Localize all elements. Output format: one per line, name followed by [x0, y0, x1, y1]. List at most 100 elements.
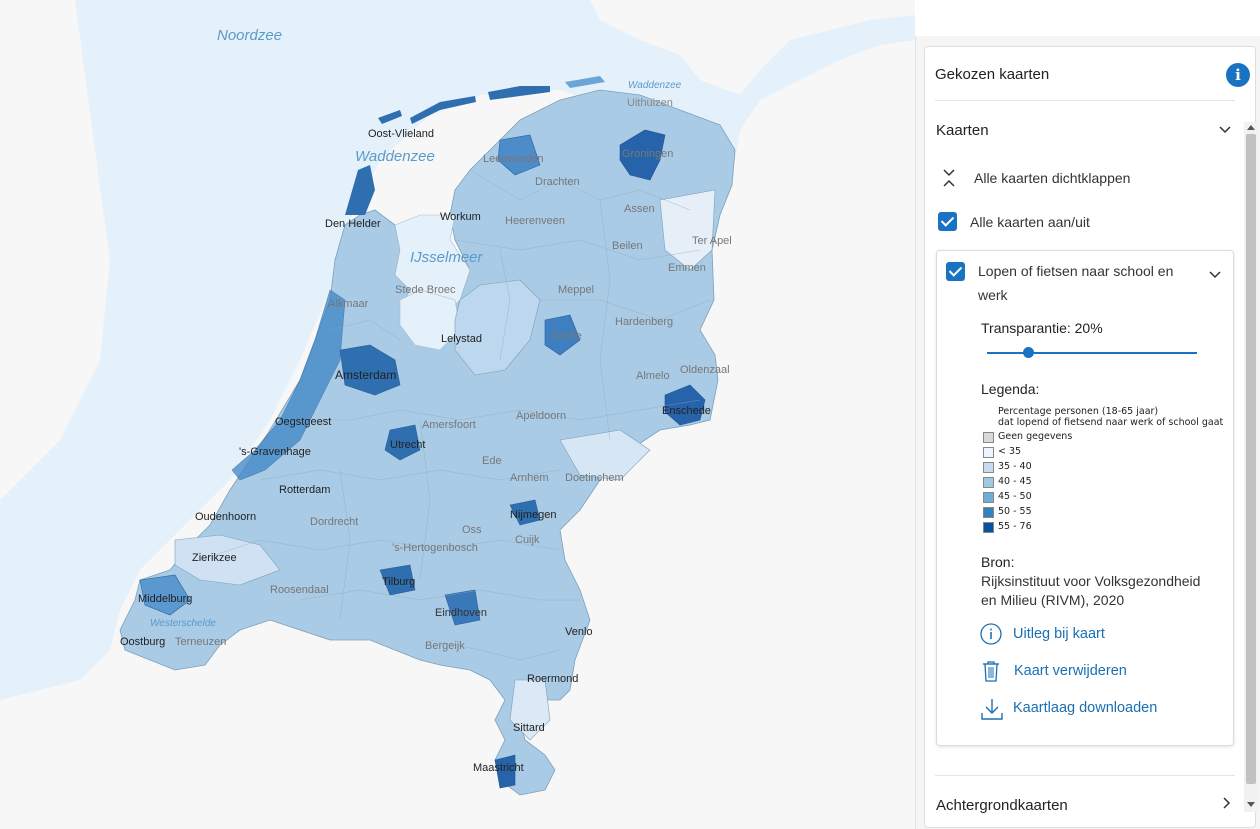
legend-item-label: 35 - 40 — [998, 461, 1032, 472]
legend-label: Legenda: — [981, 381, 1040, 397]
region-zwolle — [544, 314, 581, 356]
section-maps-title[interactable]: Kaarten — [936, 122, 989, 139]
label-enschede: Enschede — [662, 405, 711, 417]
label-beilen: Beilen — [612, 240, 643, 252]
region-amsterdam — [339, 344, 401, 396]
legend-title: Percentage personen (18-65 jaar) dat lop… — [998, 406, 1223, 428]
label-meppel: Meppel — [558, 284, 595, 296]
divider-bottom — [935, 775, 1235, 776]
transparency-label: Transparantie: 20% — [981, 320, 1103, 336]
label-ijsselmeer: IJsselmeer — [410, 249, 483, 266]
label-workum: Workum — [440, 211, 481, 223]
info-icon[interactable]: i — [1226, 63, 1250, 87]
label-nijmegen: Nijmegen — [510, 509, 557, 521]
label-bergeijk: Bergeijk — [425, 640, 465, 652]
legend-item-label: < 35 — [998, 446, 1022, 457]
source-label: Bron: — [981, 554, 1015, 570]
label-amersfoort: Amersfoort — [422, 419, 476, 431]
texel — [345, 165, 375, 215]
download-icon[interactable] — [980, 697, 1004, 721]
download-layer-link[interactable]: Kaartlaag downloaden — [1013, 700, 1158, 716]
legend-swatch — [983, 522, 994, 533]
label-zierikzee: Zierikzee — [192, 552, 237, 564]
scroll-up-icon[interactable] — [1246, 124, 1256, 131]
toggle-all-label[interactable]: Alle kaarten aan/uit — [970, 214, 1090, 230]
label-roermond: Roermond — [527, 673, 579, 685]
region-eindhoven — [444, 589, 481, 626]
legend-item-label: Geen gegevens — [998, 431, 1073, 442]
chevron-down-icon[interactable] — [1219, 126, 1231, 134]
legend-swatch — [983, 507, 994, 518]
divider — [935, 100, 1235, 101]
label-rotterdam: Rotterdam — [279, 484, 331, 496]
source-line2: en Milieu (RIVM), 2020 — [981, 592, 1125, 608]
explain-map-link[interactable]: Uitleg bij kaart — [1013, 626, 1105, 642]
label-middelburg: Middelburg — [138, 593, 193, 605]
label-oss: Oss — [462, 524, 482, 536]
terschelling — [410, 96, 476, 124]
transparency-value: 20% — [1074, 320, 1103, 336]
label-terneuzen: Terneuzen — [175, 636, 227, 648]
transparency-slider-handle[interactable] — [1023, 347, 1034, 358]
label-oostburg: Oostburg — [120, 636, 166, 648]
ameland — [488, 86, 550, 100]
collapse-all-icon[interactable] — [942, 169, 956, 187]
region-utrecht — [384, 424, 421, 461]
region-enschede — [664, 384, 706, 426]
label-cuijk: Cuijk — [515, 534, 540, 546]
label-den-helder: Den Helder — [325, 218, 381, 230]
layer-title-line1: Lopen of fietsen naar school en — [978, 263, 1174, 279]
transparency-slider-track[interactable] — [987, 352, 1197, 354]
label-utrecht: Utrecht — [390, 439, 426, 451]
label-apeldoorn: Apeldoorn — [516, 410, 567, 422]
chevron-right-icon[interactable] — [1223, 797, 1231, 809]
label-oudenhoorn: Oudenhoorn — [195, 511, 257, 523]
label-sittard: Sittard — [513, 722, 545, 734]
markermeer — [399, 289, 461, 351]
scroll-down-icon[interactable] — [1246, 801, 1256, 808]
trash-icon[interactable] — [981, 660, 1001, 682]
label-dordrecht: Dordrecht — [310, 516, 359, 528]
north-sea — [0, 0, 915, 700]
label-noordzee: Noordzee — [217, 27, 283, 44]
source-line1: Rijksinstituut voor Volksgezondheid — [981, 573, 1201, 589]
label-zwolle: Zwolle — [550, 330, 582, 342]
label-uithuizen: Uithuizen — [627, 97, 673, 109]
region-walcheren — [139, 574, 191, 616]
region-limburg-light — [509, 679, 551, 741]
collapse-all-button[interactable]: Alle kaarten dichtklappen — [974, 170, 1131, 186]
section-background-maps[interactable]: Achtergrondkaarten — [936, 797, 1068, 814]
info-circle-icon[interactable] — [980, 623, 1002, 645]
label-tilburg: Tilburg — [382, 576, 416, 588]
legend-title-line1: Percentage personen (18-65 jaar) — [998, 406, 1159, 417]
choropleth-map[interactable]: Noordzee Waddenzee Waddenzee IJsselmeer … — [0, 0, 915, 829]
label-den-haag: 's-Gravenhage — [239, 446, 311, 458]
label-oegstgeest: Oegstgeest — [275, 416, 332, 428]
map-canvas[interactable] — [0, 0, 915, 829]
scrollbar-thumb[interactable] — [1246, 134, 1256, 784]
label-den-bosch: 's-Hertogenbosch — [392, 542, 478, 554]
label-groningen: Groningen — [622, 148, 674, 160]
label-hardenberg: Hardenberg — [615, 316, 674, 328]
netherlands-mainland — [119, 89, 736, 796]
remove-map-link[interactable]: Kaart verwijderen — [1014, 663, 1127, 679]
legend-item-label: 55 - 76 — [998, 521, 1032, 532]
label-almelo: Almelo — [636, 370, 670, 382]
label-lelystad: Lelystad — [441, 333, 482, 345]
transparency-label-text: Transparantie: — [981, 320, 1071, 336]
legend-item-label: 45 - 50 — [998, 491, 1032, 502]
legend-swatch — [983, 432, 994, 443]
label-leeuwarden: Leeuwarden — [483, 153, 544, 165]
schiermonnikoog — [565, 76, 605, 88]
legend-title-line2: dat lopend of fietsend naar werk of scho… — [998, 417, 1224, 428]
label-arnhem: Arnhem — [510, 472, 549, 484]
label-eindhoven: Eindhoven — [435, 607, 487, 619]
layer-chevron-down-icon[interactable] — [1209, 271, 1221, 279]
legend-swatch — [983, 477, 994, 488]
toggle-all-checkbox[interactable] — [938, 212, 957, 231]
label-venlo: Venlo — [565, 626, 593, 638]
panel-title: Gekozen kaarten — [935, 66, 1050, 83]
label-oost-vlieland: Oost-Vlieland — [368, 128, 435, 140]
region-maastricht — [494, 754, 516, 789]
layer-visibility-checkbox[interactable] — [946, 262, 965, 281]
